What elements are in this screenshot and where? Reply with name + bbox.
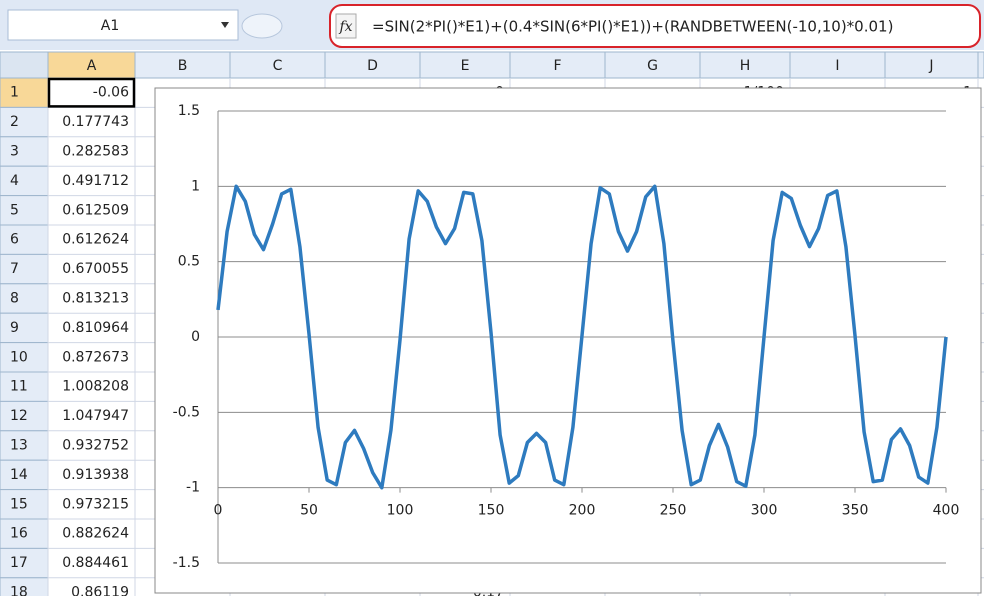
- column-header: [47, 51, 136, 79]
- corner: [0, 51, 49, 79]
- column-header: [884, 51, 979, 79]
- cell-text: 1.008208: [62, 379, 129, 395]
- row-header: [0, 136, 49, 167]
- column-header-text: J: [928, 58, 933, 74]
- cell-text: 0.872673: [62, 349, 129, 365]
- row-header-text: 4: [10, 173, 19, 189]
- row-header-text: 1: [10, 85, 19, 101]
- row-header-text: 11: [10, 379, 28, 395]
- row-header: [0, 400, 49, 432]
- cell-text: 0.813213: [62, 291, 129, 307]
- row-header: [0, 195, 49, 226]
- row-header-text: 3: [10, 144, 19, 160]
- row-header-text: 13: [10, 438, 28, 454]
- x-tick-label: 50: [300, 503, 318, 519]
- y-tick-label: -1: [186, 480, 200, 496]
- row-header-text: 15: [10, 496, 28, 512]
- row-header-text: 18: [10, 585, 28, 597]
- cell-text: 0.612624: [62, 232, 129, 248]
- formula-text: =SIN(2*PI()*E1)+(0.4*SIN(6*PI()*E1))+(RA…: [372, 18, 893, 36]
- cell-text: 0.932752: [62, 438, 129, 454]
- selected-cell: [47, 77, 136, 108]
- row-header: [0, 106, 49, 138]
- x-tick-label: 250: [660, 503, 687, 519]
- row-header-text: 5: [10, 202, 19, 218]
- cell-text: 0.282583: [62, 144, 129, 160]
- column-header-text: B: [178, 58, 188, 74]
- cell-text: 0.810964: [62, 320, 129, 336]
- cell-text: 0.86119: [71, 585, 129, 597]
- row-header-text: 8: [10, 291, 19, 307]
- y-tick-label: -0.5: [173, 404, 200, 420]
- x-tick-label: 150: [478, 503, 505, 519]
- y-tick-label: 1.5: [178, 103, 200, 119]
- column-header-text: H: [740, 58, 751, 74]
- x-tick-label: 300: [751, 503, 778, 519]
- row-header: [0, 165, 49, 197]
- formula-highlight: [329, 4, 981, 48]
- round-button[interactable]: [241, 13, 283, 39]
- column-header: [604, 51, 701, 79]
- cell-text: 0.973215: [62, 496, 129, 512]
- cell-text: 0.491712: [62, 173, 129, 189]
- row-header: [0, 283, 49, 314]
- row-header-text: 12: [10, 408, 28, 424]
- cell-text: 0.612509: [62, 202, 129, 218]
- fx-icon: fx: [338, 19, 352, 35]
- row-header: [0, 77, 49, 108]
- row-header-text: 7: [10, 261, 19, 277]
- column-header-text: G: [647, 58, 658, 74]
- y-tick-label: 1: [191, 178, 200, 194]
- cell-text: 0.882624: [62, 526, 129, 542]
- column-header-text: I: [835, 58, 839, 74]
- cell-text: 0.177743: [62, 114, 129, 130]
- column-header-text: E: [461, 58, 470, 74]
- row-header-text: 16: [10, 526, 28, 542]
- cell-text: 0.913938: [62, 467, 129, 483]
- x-tick-label: 100: [387, 503, 414, 519]
- x-tick-label: 400: [933, 503, 960, 519]
- column-header: [789, 51, 886, 79]
- cell-text: 0.884461: [62, 555, 129, 571]
- row-header-text: 10: [10, 349, 28, 365]
- x-tick-label: 350: [842, 503, 869, 519]
- cell-text: 1.047947: [62, 408, 129, 424]
- row-header: [0, 489, 49, 520]
- column-header: [229, 51, 326, 79]
- column-header: [419, 51, 511, 79]
- fx-button[interactable]: [335, 13, 357, 39]
- row-header: [0, 224, 49, 255]
- name-box-text: A1: [101, 18, 119, 34]
- y-tick-label: 0: [191, 329, 200, 345]
- row-header: [0, 312, 49, 344]
- y-tick-label: 0.5: [178, 254, 200, 270]
- column-header-text: C: [273, 58, 283, 74]
- column-header-text: A: [87, 58, 97, 74]
- dropdown-arrow[interactable]: [221, 22, 229, 28]
- x-tick-label: 0: [214, 503, 223, 519]
- row-header: [0, 430, 49, 461]
- column-header-text: D: [367, 58, 378, 74]
- row-header: [0, 253, 49, 285]
- row-header-text: 17: [10, 555, 28, 571]
- row-header-text: 2: [10, 114, 19, 130]
- x-tick-label: 200: [569, 503, 596, 519]
- data-line: [216, 184, 948, 490]
- cell-text: -0.06: [93, 85, 129, 101]
- row-header-text: 14: [10, 467, 28, 483]
- column-header-text: F: [553, 58, 561, 74]
- name-box[interactable]: [7, 9, 239, 41]
- row-header-text: 9: [10, 320, 19, 336]
- chart-area[interactable]: [154, 87, 982, 594]
- y-tick-label: -1.5: [173, 555, 200, 571]
- row-header-text: 6: [10, 232, 19, 248]
- cell-text: 0.670055: [62, 261, 129, 277]
